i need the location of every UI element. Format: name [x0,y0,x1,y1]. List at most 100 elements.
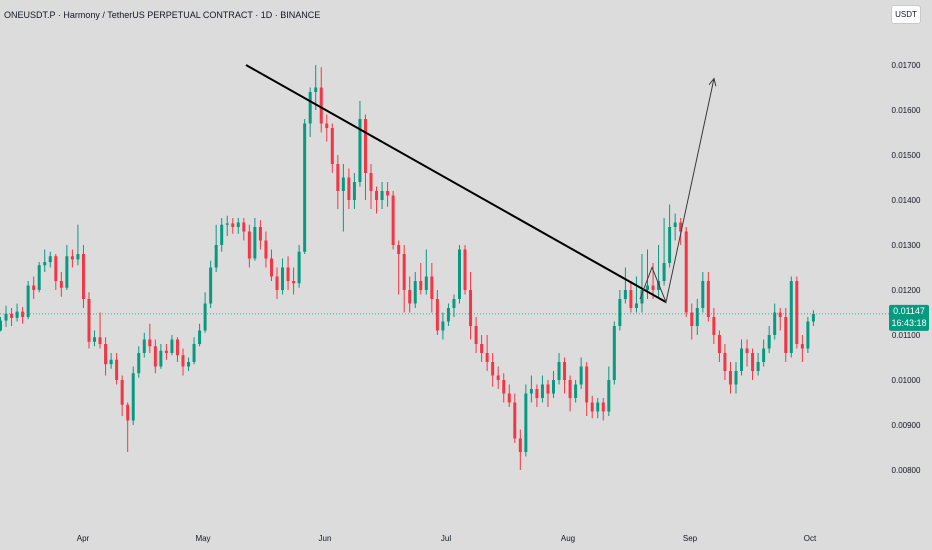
candle-body [784,317,788,353]
candle [236,218,240,234]
candle-body [126,404,130,421]
candle-body [513,402,517,439]
candle-body [269,258,273,277]
candle [264,231,268,268]
candle [717,330,721,362]
candle [740,339,744,376]
candle [684,227,688,317]
candle [402,245,406,313]
candle-body [673,222,677,227]
candle-body [286,267,290,281]
candle [352,173,356,209]
candle [463,245,467,295]
candle [773,303,777,340]
candle-body [325,123,329,128]
candle [435,290,439,335]
candle-body [26,285,30,317]
candle [258,220,262,250]
last-price-label-bg [889,304,929,331]
candle-body [485,353,489,362]
candle-body [640,290,644,304]
last-price-countdown: 16:43:18 [891,318,926,328]
candle [579,357,583,389]
candle-body [540,384,544,398]
candle [131,366,135,425]
candle [397,240,401,295]
candle-body [319,87,323,124]
candle-body [457,249,461,299]
candle-body [142,339,146,353]
candle-body [496,375,500,380]
candle [701,272,705,313]
candle [153,339,157,374]
candle-body [281,267,285,290]
candle [281,258,285,295]
candle-body [607,380,611,412]
candle [529,375,533,403]
candle [424,249,428,295]
candle-body [612,326,616,380]
candle-body [59,281,63,288]
candle-body [164,350,168,353]
candle-body [601,402,605,412]
candle [590,395,594,419]
candle-body [214,245,218,268]
candle [513,393,517,443]
candle-body [651,285,655,290]
candle [292,267,296,295]
candle-body [70,256,74,260]
candle-body [474,326,478,344]
candle-body [590,402,594,412]
candle [314,65,318,110]
candle-body [518,438,522,452]
candle-body [762,348,766,362]
candle-body [579,366,583,385]
candle-body [220,224,224,245]
candle-body [430,276,434,299]
y-tick-label: 0.00900 [892,421,921,430]
candle-body [441,321,445,331]
candle-body [424,276,428,290]
candle [32,276,36,299]
candle-body [546,384,550,394]
candle-body [363,119,367,173]
candle [375,186,379,214]
candle [386,182,390,207]
candle [164,344,168,360]
candle [297,245,301,288]
candle [629,281,633,313]
candle [441,312,445,340]
candle [358,101,362,187]
candle [784,308,788,362]
candle-body [0,320,2,331]
candle-body [253,227,257,259]
candle-body [646,285,650,290]
candle [723,344,727,380]
candle-body [574,384,578,398]
candle [181,348,185,376]
candle-body [391,195,395,245]
candle-body [480,344,484,353]
candle-body [352,182,356,200]
candle [585,362,589,416]
y-tick-label: 0.01100 [892,331,921,340]
candle-body [181,355,185,367]
candle-body [491,362,495,376]
candle [430,263,434,313]
candle [65,245,69,290]
candle-body [65,256,69,288]
currency-button[interactable]: USDT [891,5,921,24]
candle-body [292,281,296,284]
candle-body [297,251,301,284]
candle-body [767,335,771,349]
candle [408,276,412,313]
candle [209,260,213,308]
candle [695,299,699,335]
candle-body [446,308,450,322]
candle-body [397,245,401,254]
candle-body [48,256,52,263]
candle [546,380,550,407]
candle-body [81,254,85,299]
candle [474,317,478,353]
